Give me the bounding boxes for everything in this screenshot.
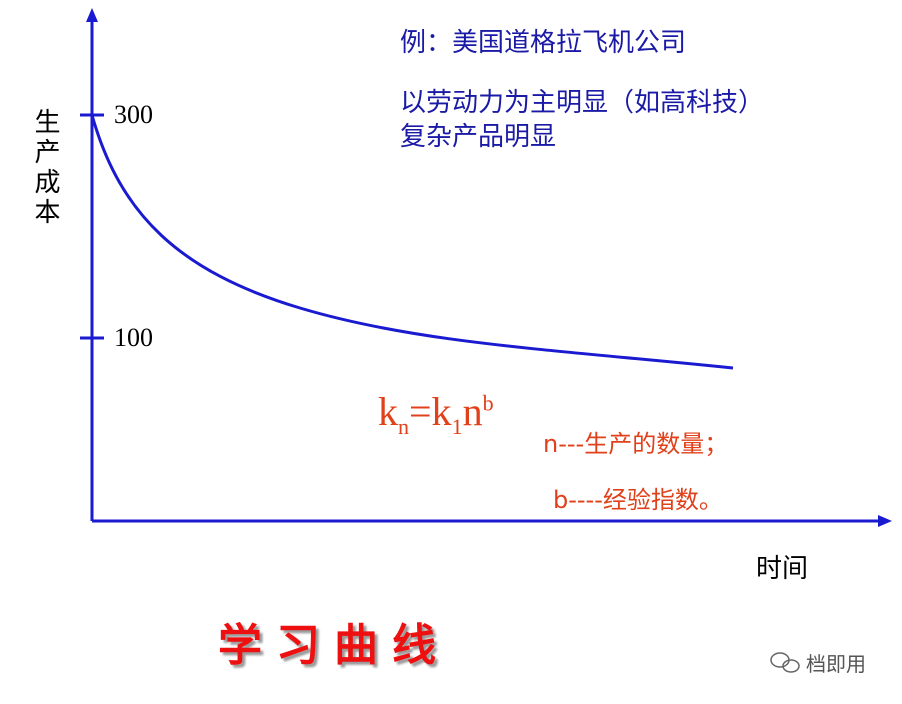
y-arrow [86,8,98,22]
annotation: 例：美国道格拉飞机公司 [400,28,687,58]
formula-part: n [462,389,483,434]
note: b----经验指数。 [553,486,723,514]
formula-sup: b [482,390,494,416]
annotation: 以劳动力为主明显（如高科技） [400,88,765,118]
wechat-icon [770,652,800,673]
x-arrow [878,515,892,527]
formula-sub: 1 [451,414,463,439]
y-axis-label: 生产成本 [30,108,60,228]
tick-label: 300 [114,100,153,129]
note: n---生产的数量； [543,430,729,458]
title: 学习曲线 [218,620,450,671]
learning-curve [90,114,734,370]
x-axis-label: 时间 [756,554,809,584]
annotation: 复杂产品明显 [400,122,557,152]
formula-part: k [378,389,398,434]
formula-part: =k [409,389,452,434]
tick-label: 100 [114,323,153,352]
formula-sub: n [398,414,409,439]
watermark: 档即用 [806,652,866,676]
formula: kn=k1nb [378,392,494,438]
